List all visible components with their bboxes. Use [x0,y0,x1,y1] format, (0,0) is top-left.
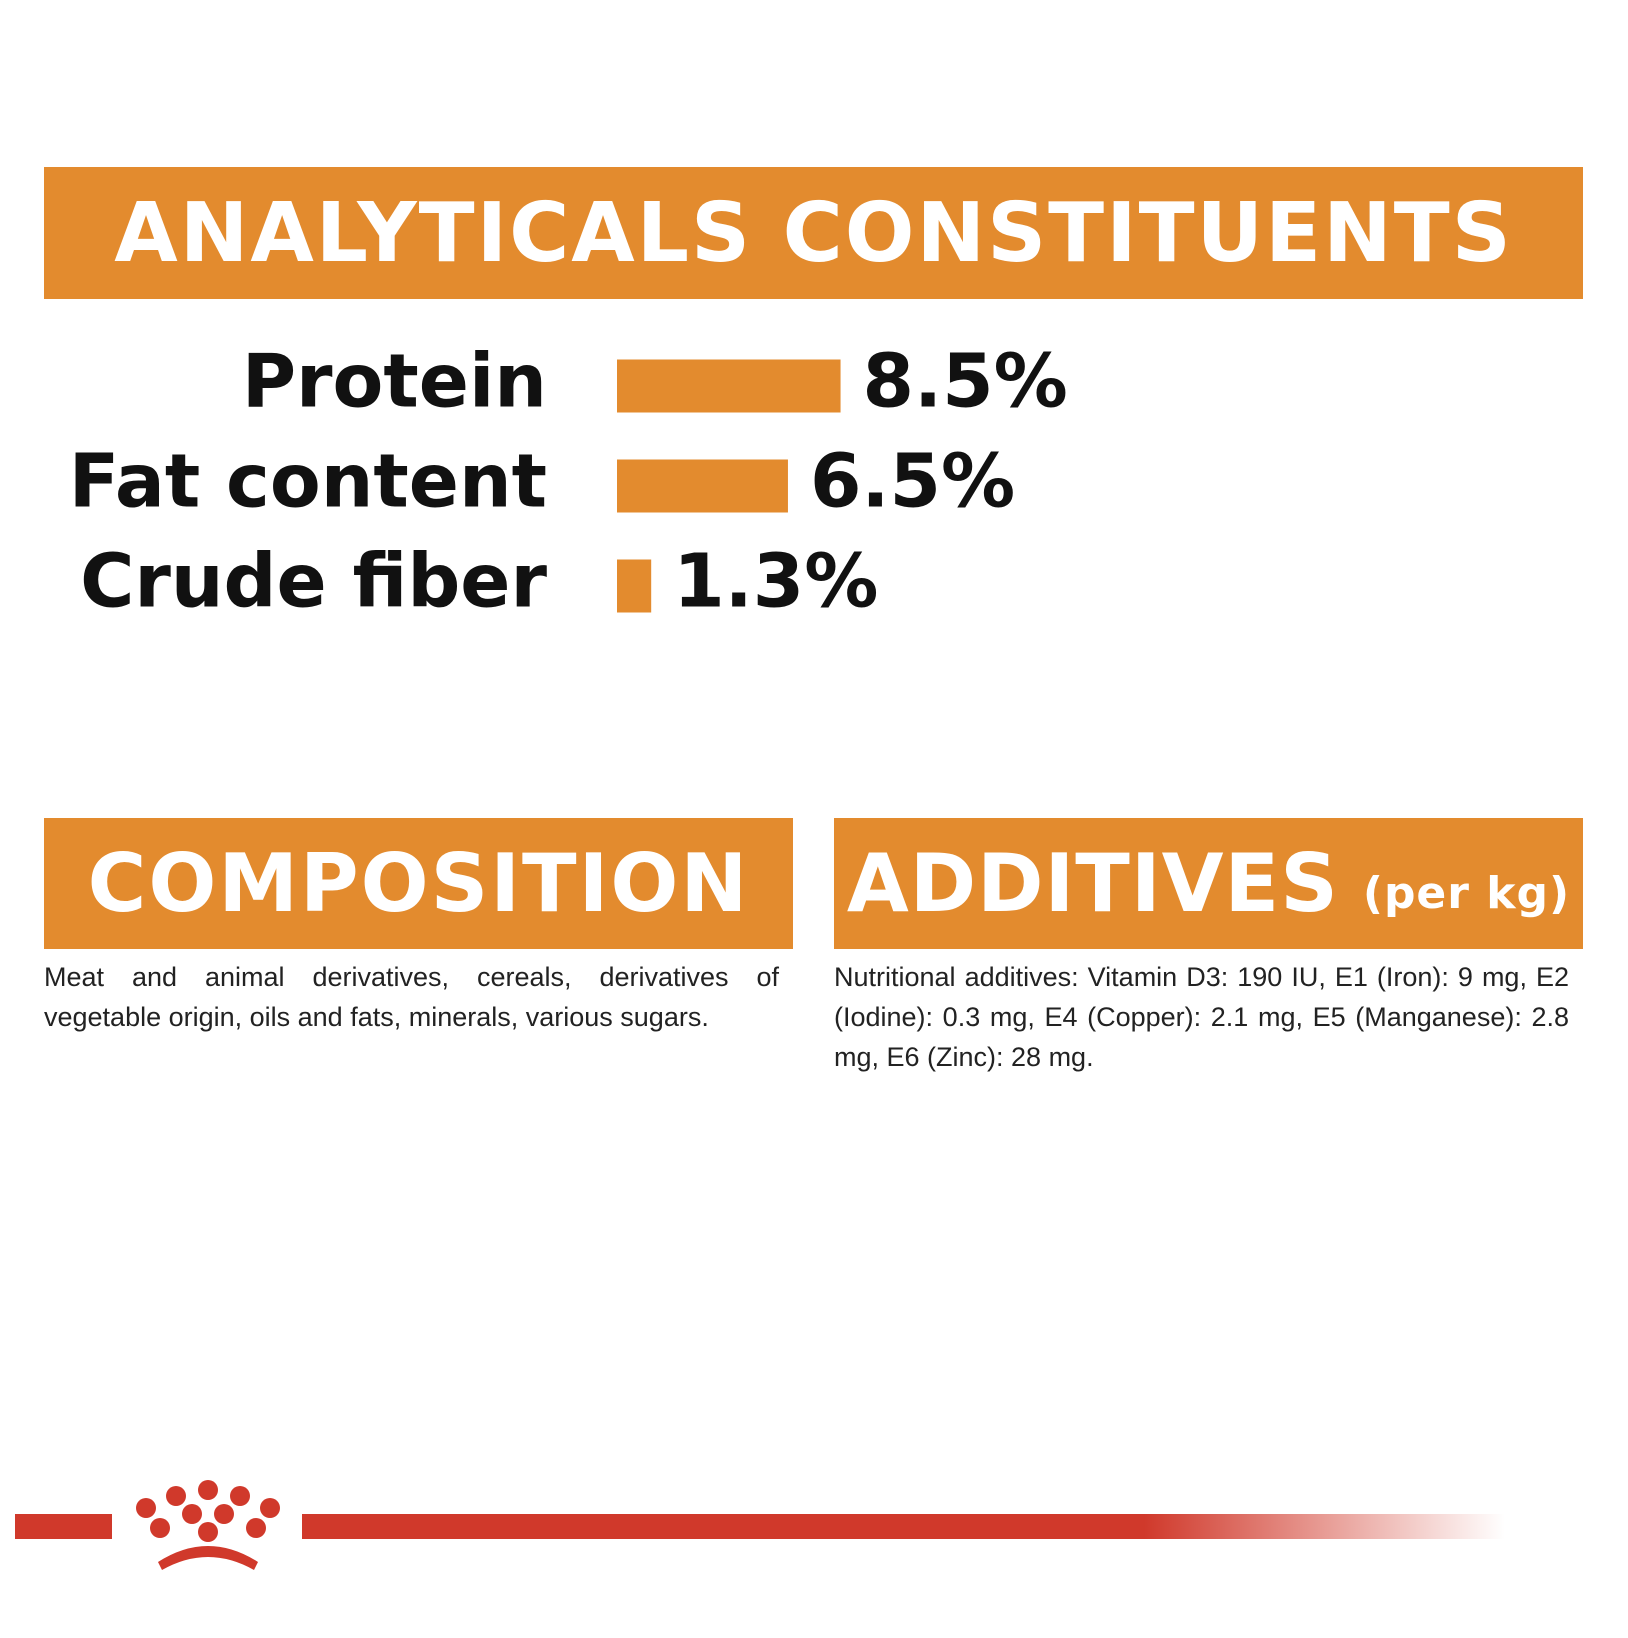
composition-text: Meat and animal derivatives, cereals, de… [44,962,779,1032]
crown-logo [136,1480,280,1570]
chart-title: ANALYTICALS CONSTITUENTS [114,185,1513,281]
footer-line [302,1514,1505,1539]
bar [617,359,841,413]
footer [15,1480,1505,1570]
additives-banner: ADDITIVES (per kg) [834,818,1583,949]
additives-text: Nutritional additives: Vitamin D3: 190 I… [834,962,1569,1072]
chart: Protein 8.5% Fat content 6.5% Crude fiber 1.3… [69,339,1068,625]
category-label: Crude fiber [80,539,547,625]
title-banner: ANALYTICALS CONSTITUENTS [44,167,1583,299]
additives-unit: (per kg) [1362,868,1571,919]
composition-banner: COMPOSITION [44,818,793,949]
bar [617,459,788,513]
value-label: 1.3% [673,539,878,625]
footer-line [15,1514,112,1539]
bar [617,559,652,613]
value-label: 8.5% [863,339,1068,425]
category-label: Fat content [69,439,547,525]
category-label: Protein [242,339,547,425]
value-label: 6.5% [810,439,1015,525]
composition-title: COMPOSITION [87,837,750,930]
additives-title: ADDITIVES [846,837,1339,930]
